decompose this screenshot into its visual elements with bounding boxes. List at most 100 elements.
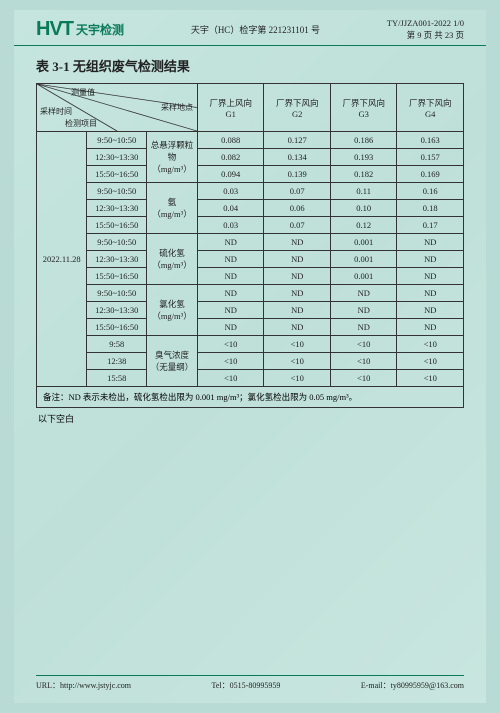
sample-time: 9:58: [87, 336, 147, 353]
value-cell: ND: [397, 319, 464, 336]
sample-time: 9:50~10:50: [87, 183, 147, 200]
value-cell: ND: [264, 234, 331, 251]
value-cell: ND: [397, 251, 464, 268]
value-cell: <10: [330, 370, 397, 387]
value-cell: <10: [397, 370, 464, 387]
parameter: 总悬浮颗粒物（mg/m³）: [147, 132, 198, 183]
logo-main: HVT: [36, 18, 73, 41]
sample-time: 9:50~10:50: [87, 285, 147, 302]
value-cell: 0.082: [197, 149, 264, 166]
value-cell: <10: [330, 353, 397, 370]
value-cell: <10: [197, 370, 264, 387]
logo: HVT 天宇检测: [36, 18, 124, 41]
diag-time: 采样时间: [40, 106, 72, 117]
value-cell: 0.07: [264, 183, 331, 200]
value-cell: ND: [197, 285, 264, 302]
sample-date: 2022.11.28: [37, 132, 87, 387]
value-cell: <10: [197, 336, 264, 353]
value-cell: 0.001: [330, 251, 397, 268]
value-cell: 0.127: [264, 132, 331, 149]
value-cell: ND: [197, 319, 264, 336]
value-cell: ND: [397, 302, 464, 319]
value-cell: 0.11: [330, 183, 397, 200]
value-cell: ND: [264, 268, 331, 285]
value-cell: 0.193: [330, 149, 397, 166]
value-cell: ND: [197, 302, 264, 319]
page-footer: URL：http://www.jstyjc.com Tel：0515-80995…: [36, 675, 464, 691]
value-cell: 0.182: [330, 166, 397, 183]
parameter: 氯化氢（mg/m³）: [147, 285, 198, 336]
sample-time: 12:30~13:30: [87, 200, 147, 217]
parameter: 硫化氢（mg/m³）: [147, 234, 198, 285]
value-cell: ND: [264, 251, 331, 268]
value-cell: 0.134: [264, 149, 331, 166]
value-cell: 0.001: [330, 234, 397, 251]
value-cell: ND: [197, 251, 264, 268]
value-cell: 0.17: [397, 217, 464, 234]
footer-url: URL：http://www.jstyjc.com: [36, 680, 131, 691]
sample-time: 15:50~16:50: [87, 319, 147, 336]
value-cell: 0.18: [397, 200, 464, 217]
diag-measure: 测量值: [71, 87, 95, 98]
col-header: 厂界下风向G3: [330, 84, 397, 132]
sample-time: 15:50~16:50: [87, 166, 147, 183]
value-cell: <10: [264, 336, 331, 353]
diag-location: 采样地点: [161, 102, 193, 113]
value-cell: ND: [197, 268, 264, 285]
sample-time: 12:30~13:30: [87, 149, 147, 166]
col-header: 厂界下风向G2: [264, 84, 331, 132]
results-table: 测量值 采样地点 采样时间 检测项目 厂界上风向G1厂界下风向G2厂界下风向G3厂…: [36, 83, 464, 387]
value-cell: 0.157: [397, 149, 464, 166]
header-right: TY/JJZA001-2022 1/0 第 9 页 共 23 页: [387, 18, 464, 40]
footer-email: E-mail：ty80995959@163.com: [361, 680, 464, 691]
blank-below: 以下空白: [36, 408, 464, 425]
value-cell: <10: [397, 353, 464, 370]
value-cell: ND: [397, 285, 464, 302]
table-note: 备注：ND 表示未检出，硫化氢检出限为 0.001 mg/m³；氯化氢检出限为 …: [36, 387, 464, 408]
page-header: HVT 天宇检测 天宇（HC）检字第 221231101 号 TY/JJZA00…: [14, 10, 486, 46]
value-cell: <10: [397, 336, 464, 353]
value-cell: ND: [397, 234, 464, 251]
value-cell: 0.163: [397, 132, 464, 149]
value-cell: 0.06: [264, 200, 331, 217]
footer-tel: Tel：0515-80995959: [212, 680, 281, 691]
doc-number: 天宇（HC）检字第 221231101 号: [191, 23, 320, 36]
value-cell: 0.04: [197, 200, 264, 217]
value-cell: 0.07: [264, 217, 331, 234]
sample-time: 12:30~13:30: [87, 251, 147, 268]
value-cell: <10: [197, 353, 264, 370]
value-cell: 0.094: [197, 166, 264, 183]
sample-time: 12:38: [87, 353, 147, 370]
sample-time: 15:58: [87, 370, 147, 387]
value-cell: 0.03: [197, 183, 264, 200]
value-cell: ND: [397, 268, 464, 285]
value-cell: 0.03: [197, 217, 264, 234]
value-cell: 0.169: [397, 166, 464, 183]
value-cell: <10: [264, 370, 331, 387]
value-cell: ND: [330, 285, 397, 302]
value-cell: 0.12: [330, 217, 397, 234]
parameter: 臭气浓度（无量纲）: [147, 336, 198, 387]
sample-time: 9:50~10:50: [87, 132, 147, 149]
value-cell: ND: [264, 302, 331, 319]
sample-time: 15:50~16:50: [87, 268, 147, 285]
diag-item: 检测项目: [65, 118, 97, 129]
value-cell: ND: [264, 285, 331, 302]
value-cell: 0.10: [330, 200, 397, 217]
col-header: 厂界下风向G4: [397, 84, 464, 132]
value-cell: ND: [330, 302, 397, 319]
parameter: 氨（mg/m³）: [147, 183, 198, 234]
value-cell: <10: [264, 353, 331, 370]
sample-time: 9:50~10:50: [87, 234, 147, 251]
value-cell: 0.186: [330, 132, 397, 149]
page-indicator: 第 9 页 共 23 页: [387, 30, 464, 41]
value-cell: 0.139: [264, 166, 331, 183]
value-cell: ND: [330, 319, 397, 336]
value-cell: ND: [264, 319, 331, 336]
value-cell: 0.16: [397, 183, 464, 200]
value-cell: 0.088: [197, 132, 264, 149]
col-header: 厂界上风向G1: [197, 84, 264, 132]
sample-time: 12:30~13:30: [87, 302, 147, 319]
logo-sub: 天宇检测: [76, 21, 124, 38]
value-cell: <10: [330, 336, 397, 353]
